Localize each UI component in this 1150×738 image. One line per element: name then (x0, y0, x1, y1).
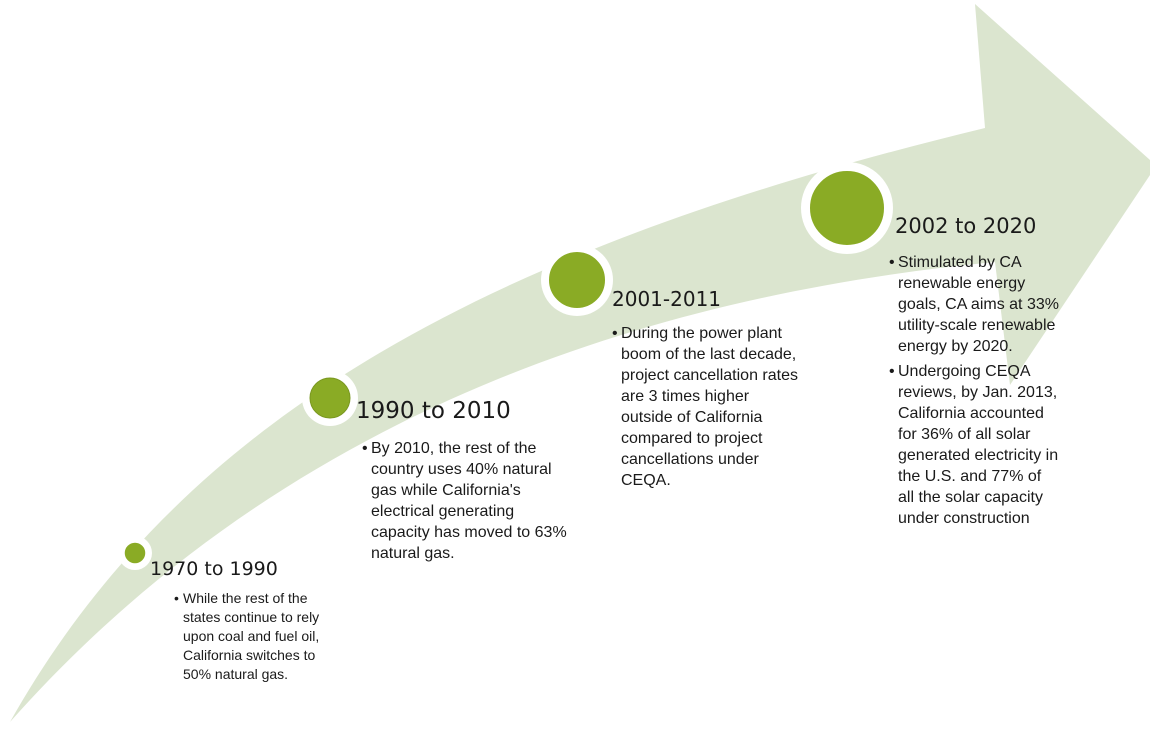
stage-title: 1970 to 1990 (150, 558, 278, 580)
stage: 1990 to 2010 By 2010, the rest of the co… (356, 398, 571, 564)
stage-title: 2001-2011 (612, 287, 722, 311)
stage-bullets: During the power plant boom of the last … (612, 323, 798, 491)
stage: 2002 to 2020 Stimulated by CA renewable … (889, 214, 1105, 529)
milestone-circle (309, 377, 351, 419)
stage-bullet: During the power plant boom of the last … (612, 323, 798, 491)
stage-bullets: While the rest of the states continue to… (174, 589, 322, 684)
stage: 2001-2011 During the power plant boom of… (612, 287, 812, 491)
milestone-circle (547, 250, 607, 310)
stage: 1970 to 1990 While the rest of the state… (150, 558, 322, 684)
stage-title: 2002 to 2020 (895, 214, 1037, 238)
stage-bullet: While the rest of the states continue to… (174, 589, 322, 684)
stage-bullets: Stimulated by CA renewable energy goals,… (889, 252, 1061, 529)
stage-bullet: By 2010, the rest of the country uses 40… (362, 438, 571, 564)
stage-bullet: Stimulated by CA renewable energy goals,… (889, 252, 1061, 357)
stage-title: 1990 to 2010 (356, 398, 511, 424)
milestone-markers (118, 162, 893, 570)
stage-bullet: Undergoing CEQA reviews, by Jan. 2013, C… (889, 361, 1061, 529)
stage-bullets: By 2010, the rest of the country uses 40… (362, 438, 571, 564)
milestone-circle (123, 541, 147, 565)
milestone-circle (808, 169, 886, 247)
